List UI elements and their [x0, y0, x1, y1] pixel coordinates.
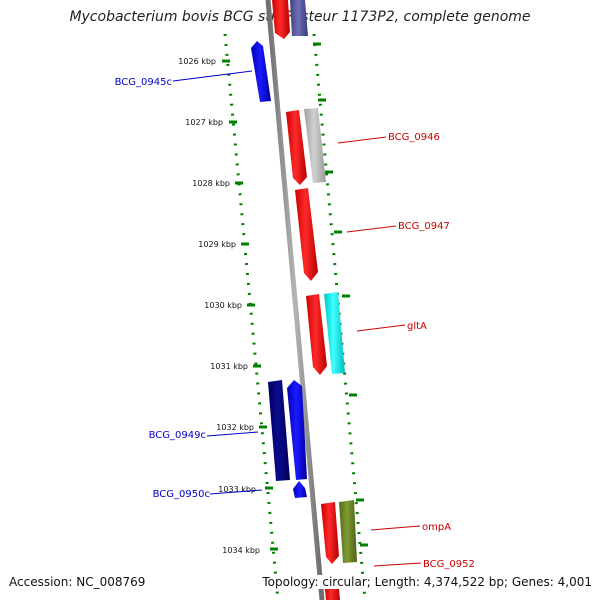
gene-top-red-partial[interactable] [272, 0, 290, 39]
leader-bcg-0949c [206, 431, 259, 437]
gene-ompa-olive[interactable] [339, 500, 357, 563]
tick-label-1027: 1027 kbp [185, 118, 223, 127]
gene-bcg-0947[interactable] [295, 188, 318, 281]
leader-bcg-0952 [373, 562, 422, 567]
left-tick-track [223, 33, 280, 600]
leader-bcg-0945c [172, 70, 253, 82]
label-bcg-0950c[interactable]: BCG_0950c [153, 489, 210, 500]
gene-bcg-0945c[interactable] [251, 41, 271, 102]
tick-label-1032: 1032 kbp [216, 423, 254, 432]
major-ticks [222, 42, 368, 551]
leader-ompa [370, 525, 421, 531]
topology-summary: Topology: circular; Length: 4,374,522 bp… [262, 575, 592, 589]
label-bcg-0947[interactable]: BCG_0947 [398, 221, 450, 232]
genome-backbone [265, 0, 325, 600]
accession-text: Accession: NC_008769 [9, 575, 146, 589]
gene-glta-cyan[interactable] [324, 292, 345, 374]
tick-label-1028: 1028 kbp [192, 179, 230, 188]
leader-bcg-0946 [337, 136, 387, 144]
gene-ompa[interactable] [321, 502, 339, 564]
label-ompa[interactable]: ompA [422, 522, 451, 533]
leader-bcg-0950c [209, 489, 263, 495]
gene-bcg-0946-grey[interactable] [304, 108, 326, 183]
gene-glta[interactable] [306, 294, 327, 375]
tick-label-1031: 1031 kbp [210, 362, 248, 371]
tick-label-1033: 1033 kbp [218, 485, 256, 494]
gene-bcg-0946[interactable] [286, 110, 307, 185]
gene-bcg-0950c[interactable] [293, 481, 307, 498]
gene-bcg-0949c[interactable] [287, 380, 307, 480]
tick-label-1030: 1030 kbp [204, 301, 242, 310]
label-bcg-0949c[interactable]: BCG_0949c [149, 430, 206, 441]
label-glta[interactable]: gltA [407, 321, 427, 332]
tick-label-1026: 1026 kbp [178, 57, 216, 66]
leader-bcg-0947 [346, 225, 397, 233]
tick-label-1034: 1034 kbp [222, 546, 260, 555]
tick-label-1029: 1029 kbp [198, 240, 236, 249]
label-bcg-0952[interactable]: BCG_0952 [423, 559, 475, 570]
label-bcg-0945c[interactable]: BCG_0945c [115, 77, 172, 88]
gene-bcg-0949c-dark[interactable] [268, 380, 290, 481]
label-bcg-0946[interactable]: BCG_0946 [388, 132, 440, 143]
leader-glta [356, 324, 406, 332]
gene-top-purple-partial[interactable] [290, 0, 308, 36]
